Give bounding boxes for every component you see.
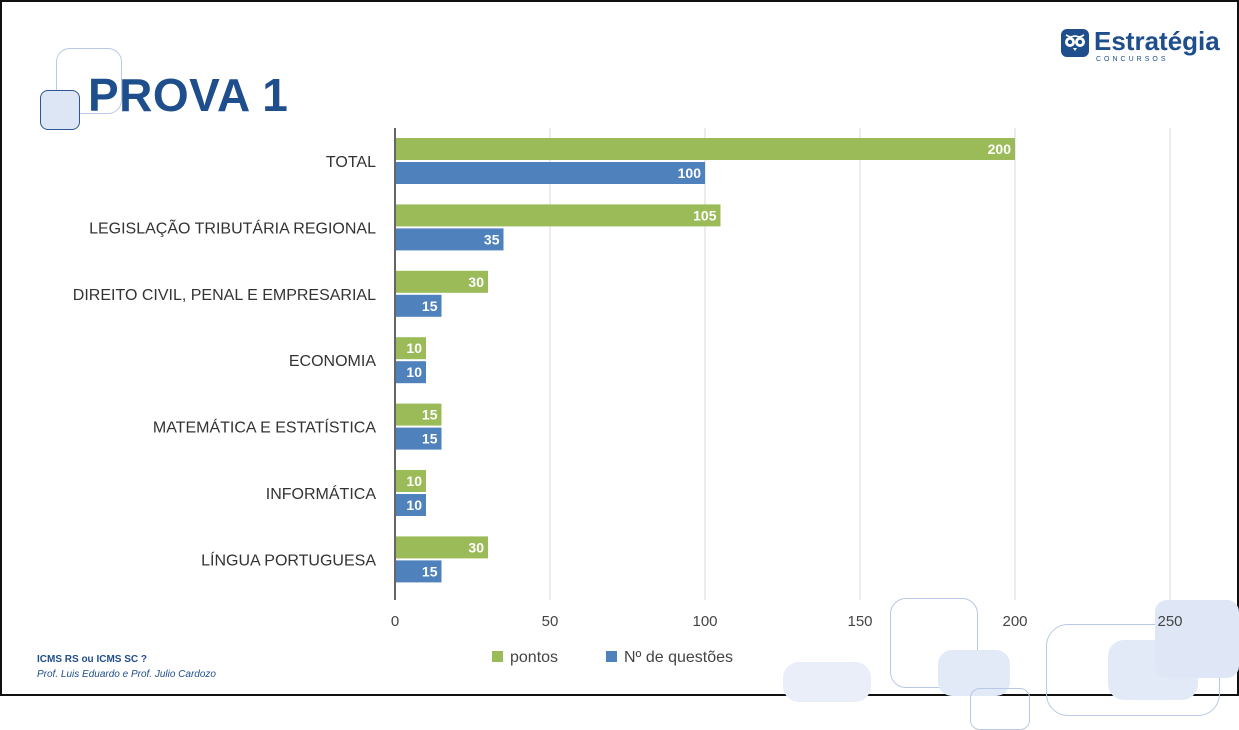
x-tick-label: 200 — [1002, 613, 1027, 630]
legend-swatch-questoes — [606, 651, 617, 662]
brand-logo: Estratégia CONCURSOS — [1060, 26, 1235, 72]
logo-subtitle: CONCURSOS — [1096, 56, 1169, 63]
bar-questoes — [396, 494, 426, 516]
bar-pontos — [396, 337, 426, 360]
slide-frame — [0, 0, 1239, 696]
data-label: 15 — [422, 563, 438, 579]
x-tick-label: 0 — [391, 613, 399, 630]
data-label: 100 — [678, 165, 702, 181]
bar-questoes — [396, 162, 705, 184]
bar-questoes — [396, 427, 442, 450]
data-label: 35 — [484, 231, 500, 247]
owl-icon — [1061, 29, 1089, 57]
bar-pontos — [396, 270, 488, 293]
bar-questoes — [396, 560, 442, 583]
bar-questoes — [396, 294, 442, 317]
deco-square-bottom-1 — [783, 662, 871, 702]
deco-square-bottom-7 — [1155, 600, 1239, 678]
data-label: 10 — [406, 340, 422, 356]
data-label: 10 — [406, 473, 422, 489]
category-label: ECONOMIA — [289, 353, 376, 370]
bar-pontos — [396, 204, 721, 227]
bar-pontos — [396, 470, 426, 492]
data-label: 30 — [468, 539, 484, 555]
data-label: 15 — [422, 407, 438, 423]
category-label: LÍNGUA PORTUGUESA — [201, 550, 376, 569]
deco-square-top-small — [40, 90, 80, 130]
data-label: 30 — [468, 274, 484, 290]
category-label: LEGISLAÇÃO TRIBUTÁRIA REGIONAL — [89, 217, 376, 237]
legend-swatch-pontos — [492, 651, 503, 662]
category-label: TOTAL — [326, 154, 376, 171]
x-tick-label: 150 — [847, 613, 872, 630]
data-label: 15 — [422, 298, 438, 314]
x-tick-label: 250 — [1157, 613, 1182, 630]
data-label: 105 — [693, 207, 717, 223]
legend-label-pontos: pontos — [510, 649, 558, 666]
bar-questoes — [396, 361, 426, 384]
category-label: INFORMÁTICA — [266, 484, 377, 503]
category-label: DIREITO CIVIL, PENAL E EMPRESARIAL — [73, 287, 376, 304]
footer-course: ICMS RS ou ICMS SC ? — [37, 654, 147, 665]
bar-questoes — [396, 228, 504, 251]
bar-chart: 0 50 100 150 200 250 TOTAL 200 100 LEGISLAÇÃO TRI… — [73, 128, 1183, 666]
page-title: PROVA 1 — [88, 69, 289, 121]
x-tick-label: 50 — [542, 613, 559, 630]
bar-pontos — [396, 403, 442, 426]
bar-pontos — [396, 536, 488, 559]
legend-label-questoes: Nº de questões — [624, 649, 733, 666]
data-label: 10 — [406, 497, 422, 513]
logo-name: Estratégia — [1094, 26, 1220, 56]
data-label: 15 — [422, 431, 438, 447]
x-tick-label: 100 — [692, 613, 717, 630]
footer-professors: Prof. Luis Eduardo e Prof. Julio Cardozo — [37, 669, 216, 680]
category-label: MATEMÁTICA E ESTATÍSTICA — [153, 418, 376, 437]
bar-pontos — [396, 138, 1015, 160]
deco-square-bottom-2 — [890, 598, 978, 688]
data-label: 200 — [988, 141, 1012, 157]
data-label: 10 — [406, 364, 422, 380]
